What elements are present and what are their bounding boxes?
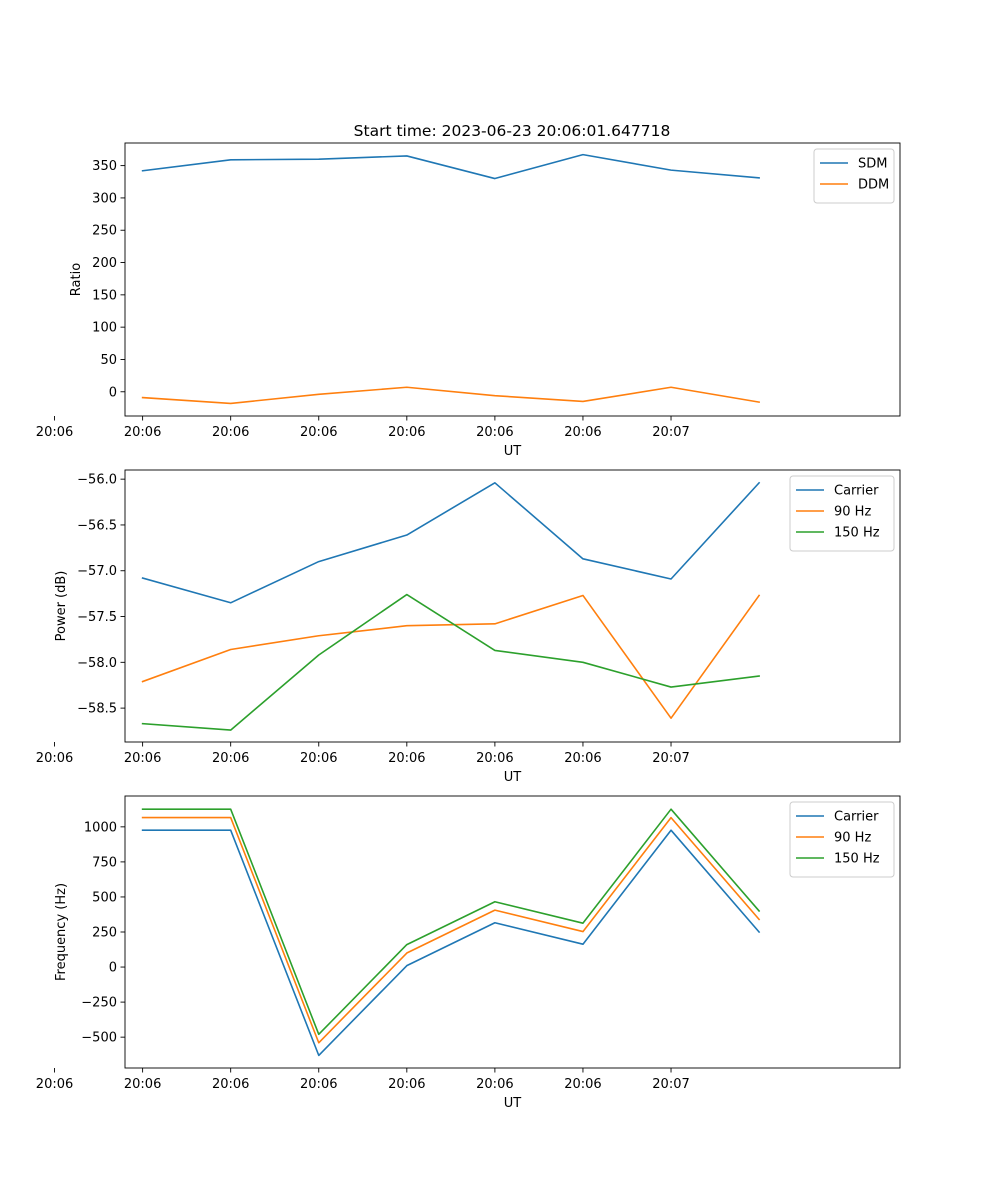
x-tick-label: 20:06	[388, 1077, 425, 1092]
x-tick-label: 20:06	[476, 1077, 513, 1092]
series-line-1-1	[141, 153, 760, 180]
chart-panel-1: 20:06 20:06 20:06 20:06 20:06 20:06 20:06 20:07…	[36, 142, 901, 459]
x-tick-label: 20:07	[652, 751, 689, 766]
y-tick-label: −250	[81, 996, 117, 1011]
legend-label: 150 Hz	[834, 852, 880, 867]
y-tick-label: 1000	[84, 820, 117, 835]
x-axis-label: UT	[504, 1096, 522, 1111]
axes-frame	[124, 142, 901, 417]
series-line-3-2	[141, 816, 761, 1044]
y-tick-label: −58.5	[77, 702, 117, 717]
x-tick-label: 20:06	[564, 425, 601, 440]
y-tick-label: −56.5	[77, 518, 117, 533]
legend-label: Carrier	[834, 810, 879, 825]
x-tick-label: 20:06	[36, 425, 73, 440]
legend-label: 90 Hz	[834, 831, 871, 846]
y-axis-label: Frequency (Hz)	[54, 883, 69, 981]
legend: Carrier 90 Hz 150 Hz	[789, 475, 895, 552]
legend-label: SDM	[858, 157, 887, 172]
x-tick-label: 20:07	[652, 1077, 689, 1092]
y-tick-label: −58.0	[77, 656, 117, 671]
y-tick-label: 750	[92, 855, 117, 870]
x-tick-label: 20:07	[652, 425, 689, 440]
y-tick-label: −57.0	[77, 564, 117, 579]
y-tick-label: 250	[92, 224, 117, 239]
y-tick-label: 350	[92, 159, 117, 174]
y-tick-label: 300	[92, 191, 117, 206]
axes-frame	[124, 469, 901, 743]
x-tick-label: 20:06	[476, 751, 513, 766]
x-tick-label: 20:06	[212, 751, 249, 766]
y-tick-label: 150	[92, 288, 117, 303]
legend-label: Carrier	[834, 484, 879, 499]
y-tick-label: 200	[92, 256, 117, 271]
y-axis-label: Power (dB)	[54, 571, 69, 642]
y-tick-label: 0	[109, 385, 117, 400]
legend-label: 150 Hz	[834, 526, 880, 541]
y-tick-label: −500	[81, 1031, 117, 1046]
series-line-3-3	[141, 808, 761, 1036]
series-line-1-2	[141, 386, 761, 405]
series-line-2-3	[141, 593, 760, 731]
x-tick-label: 20:06	[124, 751, 161, 766]
x-tick-label: 20:06	[300, 1077, 337, 1092]
panels: 20:06 20:06 20:06 20:06 20:06 20:06 20:06 20:07…	[36, 142, 901, 1111]
x-tick-label: 20:06	[212, 1077, 249, 1092]
legend: Carrier 90 Hz 150 Hz	[789, 801, 895, 878]
chart-panel-2: 20:06 20:06 20:06 20:06 20:06 20:06 20:06 20:07…	[36, 469, 901, 785]
x-tick-label: 20:06	[564, 1077, 601, 1092]
x-tick-label: 20:06	[124, 425, 161, 440]
x-tick-label: 20:06	[36, 1077, 73, 1092]
series-line-2-1	[141, 481, 761, 604]
series-line-2-2	[141, 594, 761, 719]
x-tick-label: 20:06	[300, 425, 337, 440]
y-axis-label: Ratio	[69, 263, 84, 296]
x-tick-label: 20:06	[124, 1077, 161, 1092]
x-tick-label: 20:06	[300, 751, 337, 766]
x-axis-label: UT	[504, 770, 522, 785]
x-tick-label: 20:06	[36, 751, 73, 766]
chart-panel-3: 20:06 20:06 20:06 20:06 20:06 20:06 20:06 20:07…	[36, 795, 901, 1111]
legend-label: 90 Hz	[834, 505, 871, 520]
x-tick-label: 20:06	[564, 751, 601, 766]
x-tick-label: 20:06	[212, 425, 249, 440]
series-line-3-1	[141, 829, 761, 1057]
legend-label: DDM	[858, 178, 889, 193]
y-tick-label: −56.0	[77, 473, 117, 488]
legend: SDM DDM	[813, 148, 895, 204]
y-tick-label: 500	[92, 890, 117, 905]
y-tick-label: 50	[100, 353, 117, 368]
x-tick-label: 20:06	[476, 425, 513, 440]
y-tick-label: 250	[92, 926, 117, 941]
x-tick-label: 20:06	[388, 425, 425, 440]
figure-title: Start time: 2023-06-23 20:06:01.647718	[354, 122, 671, 140]
y-tick-label: −57.5	[77, 610, 117, 625]
y-tick-label: 0	[109, 961, 117, 976]
x-tick-label: 20:06	[388, 751, 425, 766]
x-axis-label: UT	[504, 444, 522, 459]
y-tick-label: 100	[92, 321, 117, 336]
